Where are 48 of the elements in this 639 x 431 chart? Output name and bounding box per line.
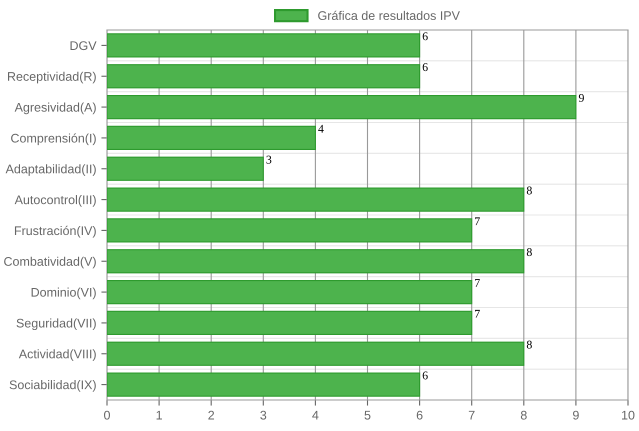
data-label: 9	[578, 94, 584, 102]
y-tick-label: Dominio(VI)	[32, 288, 96, 300]
bar	[107, 94, 576, 120]
y-tick-label: Agresividad(A)	[14, 102, 96, 114]
y-tick-label: Comprensión(I)	[11, 133, 96, 146]
data-label: 6	[422, 32, 428, 40]
x-tick-label: 6	[416, 410, 423, 420]
data-label: 8	[526, 186, 532, 194]
bar	[107, 126, 316, 150]
y-tick-label: Seguridad(VII)	[16, 318, 96, 330]
data-label: 8	[526, 248, 532, 256]
x-tick-label: 5	[364, 410, 370, 420]
bar	[107, 187, 524, 212]
data-label: 6	[422, 63, 428, 72]
bar	[107, 280, 472, 304]
x-tick-label: 9	[573, 410, 579, 420]
legend-label: Gráfica de resultados IPV	[318, 10, 460, 20]
bar	[107, 342, 524, 366]
bar	[107, 249, 524, 274]
data-label: 7	[475, 279, 480, 287]
data-label: 7	[475, 310, 480, 318]
data-label: 6	[422, 372, 428, 380]
bar	[107, 372, 420, 397]
x-tick-label: 0	[104, 410, 110, 420]
data-label: 7	[475, 217, 480, 226]
data-label: 8	[526, 340, 532, 349]
x-tick-label: 2	[208, 410, 214, 420]
data-label: 3	[266, 156, 272, 164]
x-tick-label: 3	[260, 410, 266, 420]
y-tick-label: Actividad(VIII)	[18, 349, 96, 361]
y-tick-label: Autocontrol(III)	[14, 195, 96, 207]
x-tick-label: 1	[156, 410, 162, 420]
bar	[107, 33, 420, 58]
x-tick-label: 10	[622, 410, 634, 420]
y-tick-label: Sociabilidad(IX)	[10, 380, 96, 392]
data-label: 4	[318, 124, 324, 133]
bar	[107, 218, 472, 243]
bar	[107, 64, 420, 88]
y-tick-label: Receptividad(R)	[8, 72, 96, 84]
y-tick-label: DGV	[70, 41, 97, 50]
y-tick-label: Frustración(IV)	[14, 226, 96, 238]
x-tick-label: 8	[520, 410, 527, 420]
y-tick-label: Combatividad(V)	[4, 256, 96, 268]
y-tick-label: Adaptabilidad(II)	[6, 164, 96, 176]
bar	[107, 156, 264, 181]
bar	[107, 310, 472, 336]
x-tick-label: 4	[312, 410, 319, 420]
x-tick-label: 7	[468, 410, 475, 420]
